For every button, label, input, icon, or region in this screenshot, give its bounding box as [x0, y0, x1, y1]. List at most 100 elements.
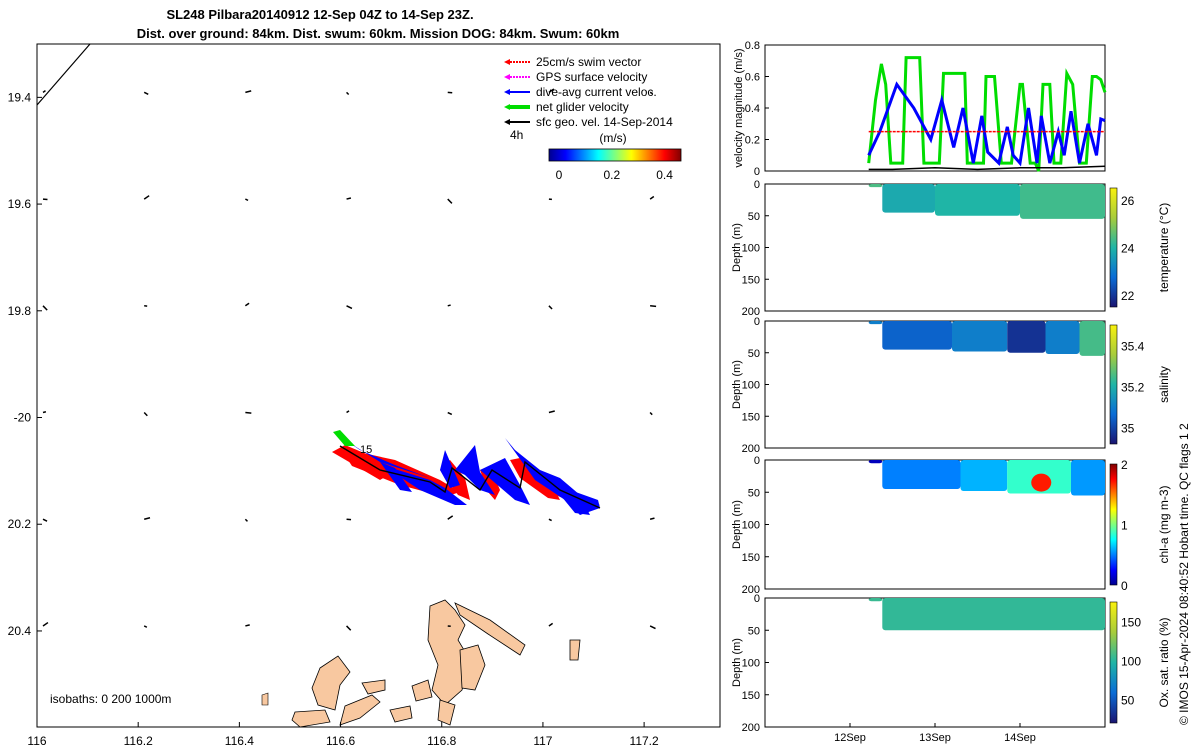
geo-arrow — [650, 518, 654, 519]
legend-arrowhead — [504, 104, 510, 110]
depth-axis-label: Depth (m) — [731, 638, 743, 687]
colorbar-tick-label: 0.4 — [656, 168, 673, 182]
colorbar-label: temperature (°C) — [1157, 203, 1171, 293]
chl-hotspot — [1031, 474, 1051, 492]
depth-tick-label: 50 — [748, 348, 760, 360]
depth-tick-label: 100 — [742, 658, 760, 670]
colorbar-unit-label: (m/s) — [599, 131, 626, 145]
map-x-tick-label: 116.8 — [427, 734, 456, 748]
profile-cell — [869, 598, 883, 601]
profile-cell — [882, 321, 952, 350]
colorbar-tick-label: 22 — [1121, 289, 1135, 303]
map-x-tick-label: 116.4 — [225, 734, 254, 748]
map-y-tick-label: 20.2 — [8, 517, 32, 531]
geo-arrow — [144, 92, 148, 94]
legend-arrowhead — [504, 119, 510, 125]
title-line-1: SL248 Pilbara20140912 12-Sep 04Z to 14-S… — [166, 7, 473, 22]
geo-arrow — [650, 197, 654, 200]
geo-arrow — [245, 199, 248, 200]
profile-cell — [961, 460, 1008, 491]
geo-arrow — [245, 413, 251, 414]
geo-arrow — [448, 199, 452, 203]
isobath-line — [37, 44, 90, 105]
profile-cell — [952, 321, 1007, 351]
legend-arrowhead — [504, 59, 510, 65]
speed-colorbar — [549, 149, 681, 161]
colorbar-tick-label: 26 — [1121, 194, 1135, 208]
geo-arrow — [650, 626, 655, 629]
colorbar-tick-label: 1 — [1121, 519, 1128, 533]
time-tick-label: 12Sep — [834, 732, 866, 744]
profile-cell — [1020, 184, 1105, 219]
map-frame — [37, 44, 720, 727]
colorbar-tick-label: 0.2 — [603, 168, 620, 182]
geo-arrow — [347, 306, 352, 309]
geo-arrow — [245, 625, 249, 626]
time-tick-label: 14Sep — [1004, 732, 1036, 744]
profile-cell — [869, 184, 883, 187]
depth-axis-label: Depth (m) — [731, 500, 743, 549]
legend-arrowhead — [504, 89, 510, 95]
map-y-tick-label: 19.8 — [8, 304, 32, 318]
velocity-y-tick-label: 0.2 — [745, 135, 760, 147]
geo-arrow — [347, 626, 351, 630]
map-y-tick-label: -20 — [14, 411, 32, 425]
title-line-2: Dist. over ground: 84km. Dist. swum: 60k… — [137, 26, 620, 41]
geo-arrow — [245, 303, 249, 306]
legend-label: net glider velocity — [536, 100, 629, 114]
geo-arrow — [144, 518, 150, 519]
colorbar-tick-label: 50 — [1121, 694, 1135, 708]
geo-arrow — [549, 519, 552, 520]
colorbar-label: Ox. sat. ratio (%) — [1157, 617, 1171, 707]
geo-arrow — [245, 91, 251, 92]
legend-label: dive-avg current veloc. — [536, 85, 657, 99]
depth-tick-label: 100 — [742, 380, 760, 392]
profile-cell — [935, 184, 1020, 216]
geo-arrow — [448, 413, 452, 415]
map-x-tick-label: 116.6 — [326, 734, 355, 748]
colorbar-tick-label: 35 — [1121, 422, 1135, 436]
colorbar-tick-label: 35.4 — [1121, 340, 1145, 354]
map-x-tick-label: 116 — [27, 734, 46, 748]
geo-arrow — [650, 306, 656, 307]
map-x-tick-label: 117 — [533, 734, 552, 748]
legend-label: 25cm/s swim vector — [536, 55, 641, 69]
land-islands — [262, 600, 580, 727]
geostrophic-velocity-arrows — [43, 89, 656, 630]
depth-tick-label: 200 — [742, 722, 760, 734]
legend-arrowhead — [504, 74, 510, 80]
colorbar-tick-label: 35.2 — [1121, 381, 1145, 395]
depth-tick-label: 100 — [742, 520, 760, 532]
geo-arrow — [448, 305, 451, 306]
depth-tick-label: 100 — [742, 243, 760, 255]
glider-vectors — [332, 430, 600, 515]
time-scale-label: 4h — [510, 128, 523, 142]
legend-label: GPS surface velocity — [536, 70, 647, 84]
depth-tick-label: 50 — [748, 487, 760, 499]
depth-tick-label: 50 — [748, 211, 760, 223]
profile-colorbar — [1110, 602, 1117, 723]
copyright-label: © IMOS 15-Apr-2024 08:40:52 Hobart time.… — [1177, 423, 1191, 725]
map-x-tick-label: 116.2 — [124, 734, 153, 748]
depth-tick-label: 150 — [742, 411, 760, 423]
profile-cell — [1007, 321, 1045, 353]
profile-colorbar — [1110, 188, 1117, 307]
profile-cell — [882, 184, 935, 213]
colorbar-tick-label: 0 — [1121, 579, 1128, 593]
profile-cell — [1071, 460, 1105, 495]
profile-cell — [1080, 321, 1106, 356]
map-y-tick-label: 19.6 — [8, 197, 32, 211]
depth-tick-label: 0 — [754, 593, 760, 605]
depth-axis-label: Depth (m) — [731, 360, 743, 409]
profile-cell — [882, 598, 1105, 630]
geo-arrow — [43, 412, 46, 413]
geo-arrow — [549, 306, 552, 309]
depth-tick-label: 0 — [754, 316, 760, 328]
